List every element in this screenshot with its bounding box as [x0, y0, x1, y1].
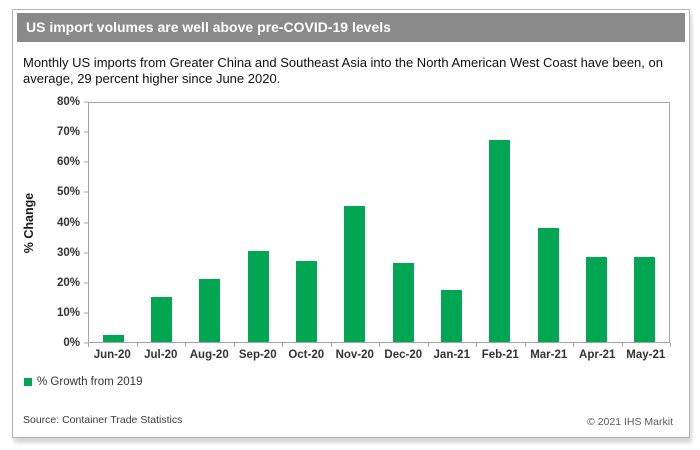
y-tick-label: 50%: [56, 186, 80, 199]
legend-label: % Growth from 2019: [37, 376, 143, 388]
x-axis-ticks: [88, 343, 671, 347]
y-tick-label: 30%: [56, 246, 80, 259]
copyright-text: © 2021 IHS Markit: [587, 416, 673, 428]
bar-dec-20: [392, 262, 414, 342]
x-tick-label: Jun-20: [93, 349, 131, 361]
bar-nov-20: [344, 206, 366, 342]
x-tick-label: Oct-20: [288, 349, 325, 361]
y-tick-label: 10%: [56, 306, 80, 319]
x-tick-label: Jul-20: [144, 349, 178, 361]
x-tick-label: Nov-20: [335, 349, 374, 361]
x-tick-label: Jan-21: [433, 349, 470, 361]
y-tick-mark: [84, 282, 88, 284]
x-tick-label: Sep-20: [238, 349, 277, 361]
bar-feb-21: [489, 140, 511, 342]
bar-may-21: [634, 256, 656, 342]
x-tick-label: Dec-20: [384, 349, 423, 361]
x-tick-label: Aug-20: [189, 349, 229, 361]
bar-slot: [89, 103, 137, 342]
legend: % Growth from 2019: [24, 376, 142, 388]
source-text: Source: Container Trade Statistics: [23, 414, 183, 426]
y-tick-label: 70%: [56, 126, 80, 139]
y-tick-label: 0%: [63, 337, 80, 349]
bar-slot: [137, 103, 185, 342]
bar-slot: [379, 103, 427, 342]
bar-aug-20: [199, 279, 221, 342]
y-tick-label: 80%: [56, 96, 80, 108]
x-tick-label: Mar-21: [530, 349, 568, 361]
y-tick-mark: [84, 252, 88, 254]
bar-jan-21: [440, 289, 462, 342]
bar-oct-20: [295, 261, 317, 342]
x-tick-mark: [330, 343, 332, 347]
x-tick-mark: [476, 343, 477, 347]
bar-jun-20: [102, 334, 124, 342]
x-tick-label: Apr-21: [579, 349, 616, 361]
bar-slot: [331, 103, 379, 342]
bar-slot: [282, 103, 330, 342]
bar-slot: [524, 103, 572, 342]
bar-slot: [476, 103, 524, 342]
y-tick-mark: [84, 342, 88, 344]
bar-mar-21: [537, 228, 559, 342]
y-tick-label: 60%: [56, 156, 80, 169]
x-tick-mark: [379, 343, 380, 347]
y-tick-mark: [84, 101, 88, 103]
x-tick-mark: [670, 343, 671, 347]
bar-slot: [572, 103, 620, 342]
y-tick-label: 40%: [56, 216, 80, 229]
bar-jul-20: [150, 297, 172, 342]
x-tick-mark: [185, 343, 186, 347]
chart-title: US import volumes are well above pre-COV…: [26, 19, 391, 35]
y-tick-label: 20%: [56, 276, 80, 289]
x-tick-label: Feb-21: [481, 349, 519, 361]
x-tick-mark: [88, 343, 89, 347]
plot-area: [88, 102, 670, 343]
bar-sep-20: [247, 250, 269, 342]
bar-slot: [427, 103, 475, 342]
legend-swatch: [24, 378, 32, 386]
y-tick-mark: [84, 222, 88, 223]
y-tick-mark: [84, 312, 88, 314]
x-tick-label: May-21: [626, 349, 666, 361]
y-tick-mark: [84, 191, 88, 193]
x-tick-mark: [573, 343, 574, 347]
x-axis-labels: Jun-20 Jul-20 Aug-20 Sep-20 Oct-20 Nov-20 Dec-…: [88, 349, 670, 361]
bar-slot: [234, 103, 282, 342]
y-tick-mark: [84, 131, 88, 133]
chart-subtitle: Monthly US imports from Greater China an…: [23, 55, 663, 86]
y-axis-labels: 0% 10% 20% 30% 40% 50% 60% 70% 80%: [13, 96, 88, 349]
bar-slot: [186, 103, 234, 342]
y-tick-mark: [84, 161, 88, 163]
chart-title-bar: US import volumes are well above pre-COV…: [17, 13, 685, 42]
x-tick-mark: [524, 343, 526, 347]
x-tick-mark: [621, 343, 623, 347]
bar-slot: [621, 103, 669, 342]
chart-card: US import volumes are well above pre-COV…: [12, 9, 690, 438]
bar-apr-21: [585, 256, 607, 342]
x-tick-mark: [136, 343, 138, 347]
x-tick-mark: [282, 343, 283, 347]
x-tick-mark: [427, 343, 429, 347]
x-tick-mark: [233, 343, 235, 347]
